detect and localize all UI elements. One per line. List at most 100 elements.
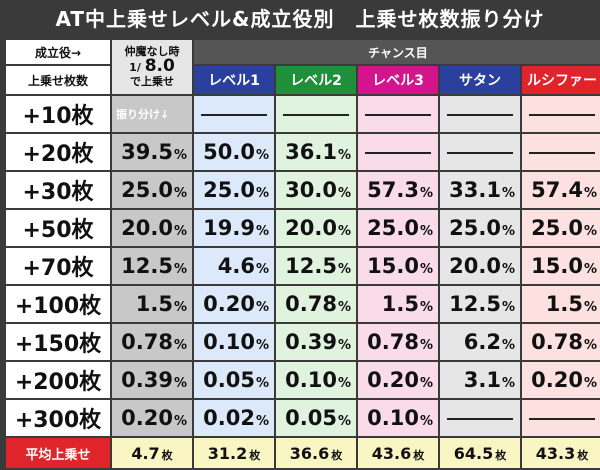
percent-unit: % (501, 186, 515, 201)
percent-unit: % (337, 414, 351, 429)
table-row: +10枚 振り分け↓ (6, 96, 600, 132)
percent-unit: % (419, 186, 433, 201)
percent-unit: % (501, 262, 515, 277)
dash-line (529, 152, 595, 154)
value-number: 36.1 (285, 140, 337, 164)
value-number: 0.10 (367, 406, 419, 430)
value-cell: 0.10% (358, 400, 438, 436)
empty-cell (440, 400, 520, 436)
average-cell: 43.3 枚 (522, 438, 600, 468)
value-cell: 19.9% (194, 210, 274, 246)
value-cell: 0.20% (522, 362, 600, 398)
value-cell: 0.10% (276, 362, 356, 398)
average-unit: 枚 (413, 448, 425, 462)
empty-cell (194, 96, 274, 132)
percent-unit: % (419, 224, 433, 239)
average-cell: 31.2 枚 (194, 438, 274, 468)
average-unit: 枚 (249, 448, 261, 462)
value-number: 25.0 (121, 178, 173, 202)
value-cell: 0.10% (194, 324, 274, 360)
value-cell: 0.20% (358, 362, 438, 398)
value-cell: 15.0% (522, 248, 600, 284)
value-number: 1.5 (381, 292, 419, 316)
empty-cell (440, 134, 520, 170)
value-number: 0.05 (285, 406, 337, 430)
dash-line (447, 418, 513, 420)
average-cell: 64.5 枚 (440, 438, 520, 468)
value-number: 20.0 (285, 216, 337, 240)
value-number: 6.2 (463, 330, 501, 354)
percent-unit: % (501, 300, 515, 315)
table-row: +20枚 39.5% 50.0% 36.1% (6, 134, 600, 170)
value-cell: 15.0% (358, 248, 438, 284)
average-value: 43.3 (535, 443, 576, 463)
percent-unit: % (173, 148, 187, 163)
role-header: 成立役→ (6, 40, 110, 64)
value-number: 50.0 (203, 140, 255, 164)
percent-unit: % (583, 300, 597, 315)
percent-unit: % (173, 262, 187, 277)
empty-cell (522, 400, 600, 436)
percent-unit: % (337, 300, 351, 315)
value-cell: 0.78% (358, 324, 438, 360)
average-row: 平均上乗せ 4.7 枚 31.2 枚 36.6 枚 43.6 枚 64.5 枚 43.3 枚 (6, 438, 600, 468)
value-number: 20.0 (121, 216, 173, 240)
average-unit: 枚 (577, 448, 589, 462)
row-label: +200枚 (6, 362, 110, 398)
table-row: +30枚 25.0% 25.0% 30.0% 57.3% 33.1% 57.4% (6, 172, 600, 208)
value-cell: 20.0% (276, 210, 356, 246)
nakama-header: 仲魔なし時 1/ 8.0 で上乗せ (112, 40, 192, 94)
percent-unit: % (583, 376, 597, 391)
dash-line (447, 152, 513, 154)
value-number: 4.6 (217, 254, 255, 278)
value-cell: 25.0% (522, 210, 600, 246)
value-number: 33.1 (449, 178, 501, 202)
value-number: 0.05 (203, 368, 255, 392)
dash-line (283, 114, 349, 116)
percent-unit: % (255, 148, 269, 163)
percent-unit: % (501, 376, 515, 391)
percent-unit: % (337, 224, 351, 239)
percent-unit: % (583, 338, 597, 353)
percent-unit: % (501, 338, 515, 353)
value-cell: 0.05% (194, 362, 274, 398)
nakama-probability: 1/ 8.0 (129, 56, 175, 76)
dash-line (365, 114, 431, 116)
value-number: 0.78 (285, 292, 337, 316)
average-unit: 枚 (161, 448, 173, 462)
value-number: 0.20 (367, 368, 419, 392)
value-number: 12.5 (449, 292, 501, 316)
percent-unit: % (255, 376, 269, 391)
value-cell: 0.02% (194, 400, 274, 436)
percent-unit: % (419, 414, 433, 429)
percent-unit: % (419, 300, 433, 315)
percent-unit: % (173, 376, 187, 391)
value-number: 0.10 (285, 368, 337, 392)
value-cell: 0.39% (276, 324, 356, 360)
value-number: 25.0 (449, 216, 501, 240)
page-title: AT中上乗せレベル&成立役別 上乗せ枚数振り分け (55, 7, 545, 31)
percent-unit: % (501, 224, 515, 239)
column-header-satan: サタン (440, 66, 520, 94)
value-number: 0.10 (203, 330, 255, 354)
percent-unit: % (337, 186, 351, 201)
value-number: 15.0 (367, 254, 419, 278)
percent-unit: % (255, 338, 269, 353)
value-number: 0.20 (121, 406, 173, 430)
value-number: 0.78 (367, 330, 419, 354)
dash-line (529, 114, 595, 116)
value-cell: 25.0% (358, 210, 438, 246)
value-number: 25.0 (203, 178, 255, 202)
table-row: +200枚 0.39% 0.05% 0.10% 0.20% 3.1% 0.20% (6, 362, 600, 398)
average-value: 43.6 (371, 443, 412, 463)
average-value: 36.6 (289, 443, 330, 463)
percent-unit: % (583, 262, 597, 277)
value-cell: 12.5% (440, 286, 520, 322)
table-row: +50枚 20.0% 19.9% 20.0% 25.0% 25.0% 25.0% (6, 210, 600, 246)
value-number: 0.20 (203, 292, 255, 316)
furiwake-label: 振り分け↓ (112, 96, 192, 132)
value-number: 0.39 (285, 330, 337, 354)
value-cell: 50.0% (194, 134, 274, 170)
value-cell: 0.78% (522, 324, 600, 360)
percent-unit: % (255, 414, 269, 429)
